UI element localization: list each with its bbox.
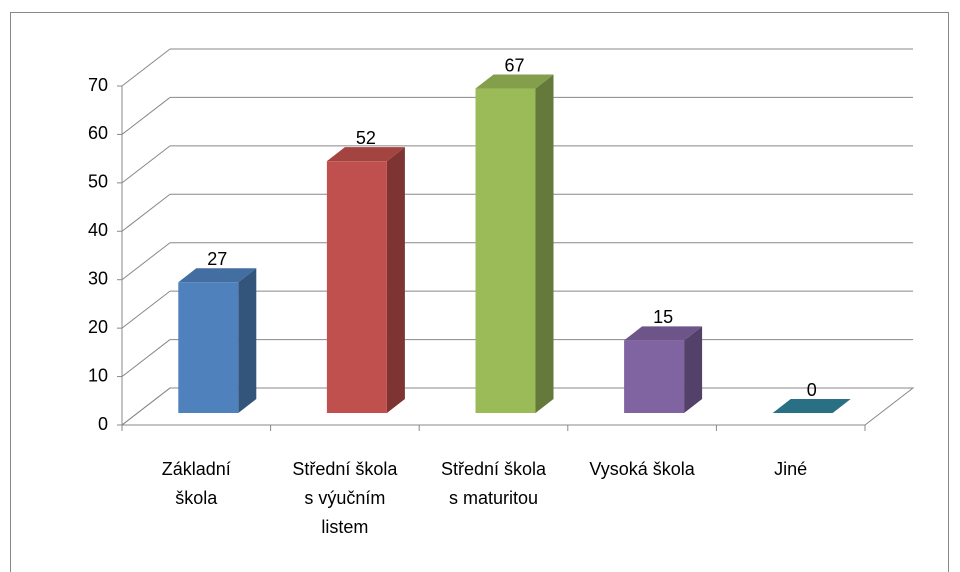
bar-top	[772, 399, 851, 413]
x-tick-label: s maturitou	[449, 488, 538, 508]
grid-line-side	[121, 339, 171, 377]
bar-top	[326, 147, 405, 162]
bar	[326, 161, 387, 413]
x-tick-label: Střední škola	[441, 459, 547, 479]
y-tick-label: 10	[88, 365, 108, 385]
grid-line-side	[121, 48, 171, 87]
x-tick-label: Jiné	[774, 459, 807, 479]
bar-top	[624, 326, 703, 341]
y-tick-label: 30	[88, 268, 108, 288]
x-tick-label: Střední škola	[292, 459, 398, 479]
y-tick-label: 60	[88, 123, 108, 143]
value-label: 0	[807, 380, 817, 400]
grid-line-side	[121, 145, 171, 184]
y-tick-label: 20	[88, 317, 108, 337]
x-tick-label: škola	[175, 488, 218, 508]
value-label: 15	[653, 307, 673, 327]
x-tick-label: s výučním	[304, 488, 385, 508]
grid-line-side	[121, 97, 171, 135]
bar-side	[535, 74, 554, 414]
bar	[178, 282, 239, 413]
grid-line-side	[121, 290, 171, 329]
bar-side	[684, 326, 703, 413]
value-label: 67	[504, 55, 524, 75]
bar-top	[178, 268, 257, 283]
grid-line-side	[121, 242, 171, 281]
grid-line-side	[121, 193, 171, 232]
bar-top	[475, 74, 554, 89]
value-label: 27	[207, 249, 227, 269]
y-tick-label: 40	[88, 220, 108, 240]
bar	[475, 88, 536, 414]
bar-side	[238, 268, 257, 413]
grid-line-side	[121, 387, 171, 426]
x-tick-label: Vysoká škola	[589, 459, 695, 479]
y-tick-label: 70	[88, 75, 108, 95]
value-label: 52	[356, 128, 376, 148]
x-tick-label: Základní	[162, 459, 231, 479]
x-tick-label: listem	[321, 517, 368, 537]
y-tick-label: 50	[88, 172, 108, 192]
bar-side	[386, 147, 405, 413]
bar	[624, 340, 685, 413]
y-tick-label: 0	[98, 414, 108, 434]
